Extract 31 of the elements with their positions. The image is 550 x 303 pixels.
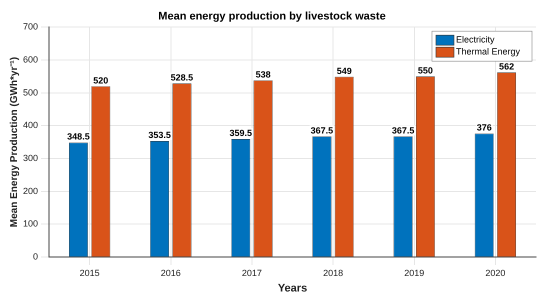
x-axis-title: Years — [278, 282, 308, 294]
data-label: 520 — [93, 75, 108, 86]
data-label: 528.5 — [170, 72, 194, 82]
y-tick-label: 200 — [22, 186, 38, 196]
y-tick-label: 0 — [33, 251, 38, 262]
y-tick-label: 100 — [22, 218, 38, 229]
y-tick-label: 300 — [22, 153, 38, 163]
data-label: 562 — [499, 61, 514, 72]
x-tick-label: 2017 — [242, 268, 262, 278]
data-label: 367.5 — [310, 125, 334, 136]
x-tick-label: 2016 — [160, 268, 181, 278]
y-tick-label: 400 — [22, 120, 38, 130]
data-label: 538 — [256, 69, 271, 80]
x-tick-label: 2019 — [404, 268, 424, 278]
data-label: 550 — [418, 65, 433, 76]
data-label: 348.5 — [67, 132, 90, 142]
legend-label: Thermal Energy — [456, 46, 520, 57]
y-tick-label: 700 — [22, 22, 38, 32]
legend-label: Electricity — [456, 34, 495, 45]
data-label: 376 — [476, 122, 492, 133]
x-tick-label: 2020 — [485, 268, 506, 278]
x-tick-label: 2018 — [323, 268, 344, 278]
chart-title: Mean energy production by livestock waste — [158, 10, 386, 23]
data-label: 359.5 — [230, 128, 252, 138]
data-label: 353.5 — [148, 130, 171, 140]
y-axis-title: Mean Energy Production (GWh*yr⁻¹) — [8, 56, 20, 228]
y-tick-label: 500 — [22, 87, 38, 98]
y-tick-label: 600 — [22, 54, 38, 65]
x-tick-label: 2015 — [80, 268, 100, 278]
data-label: 549 — [336, 66, 352, 76]
data-label: 367.5 — [392, 125, 414, 136]
